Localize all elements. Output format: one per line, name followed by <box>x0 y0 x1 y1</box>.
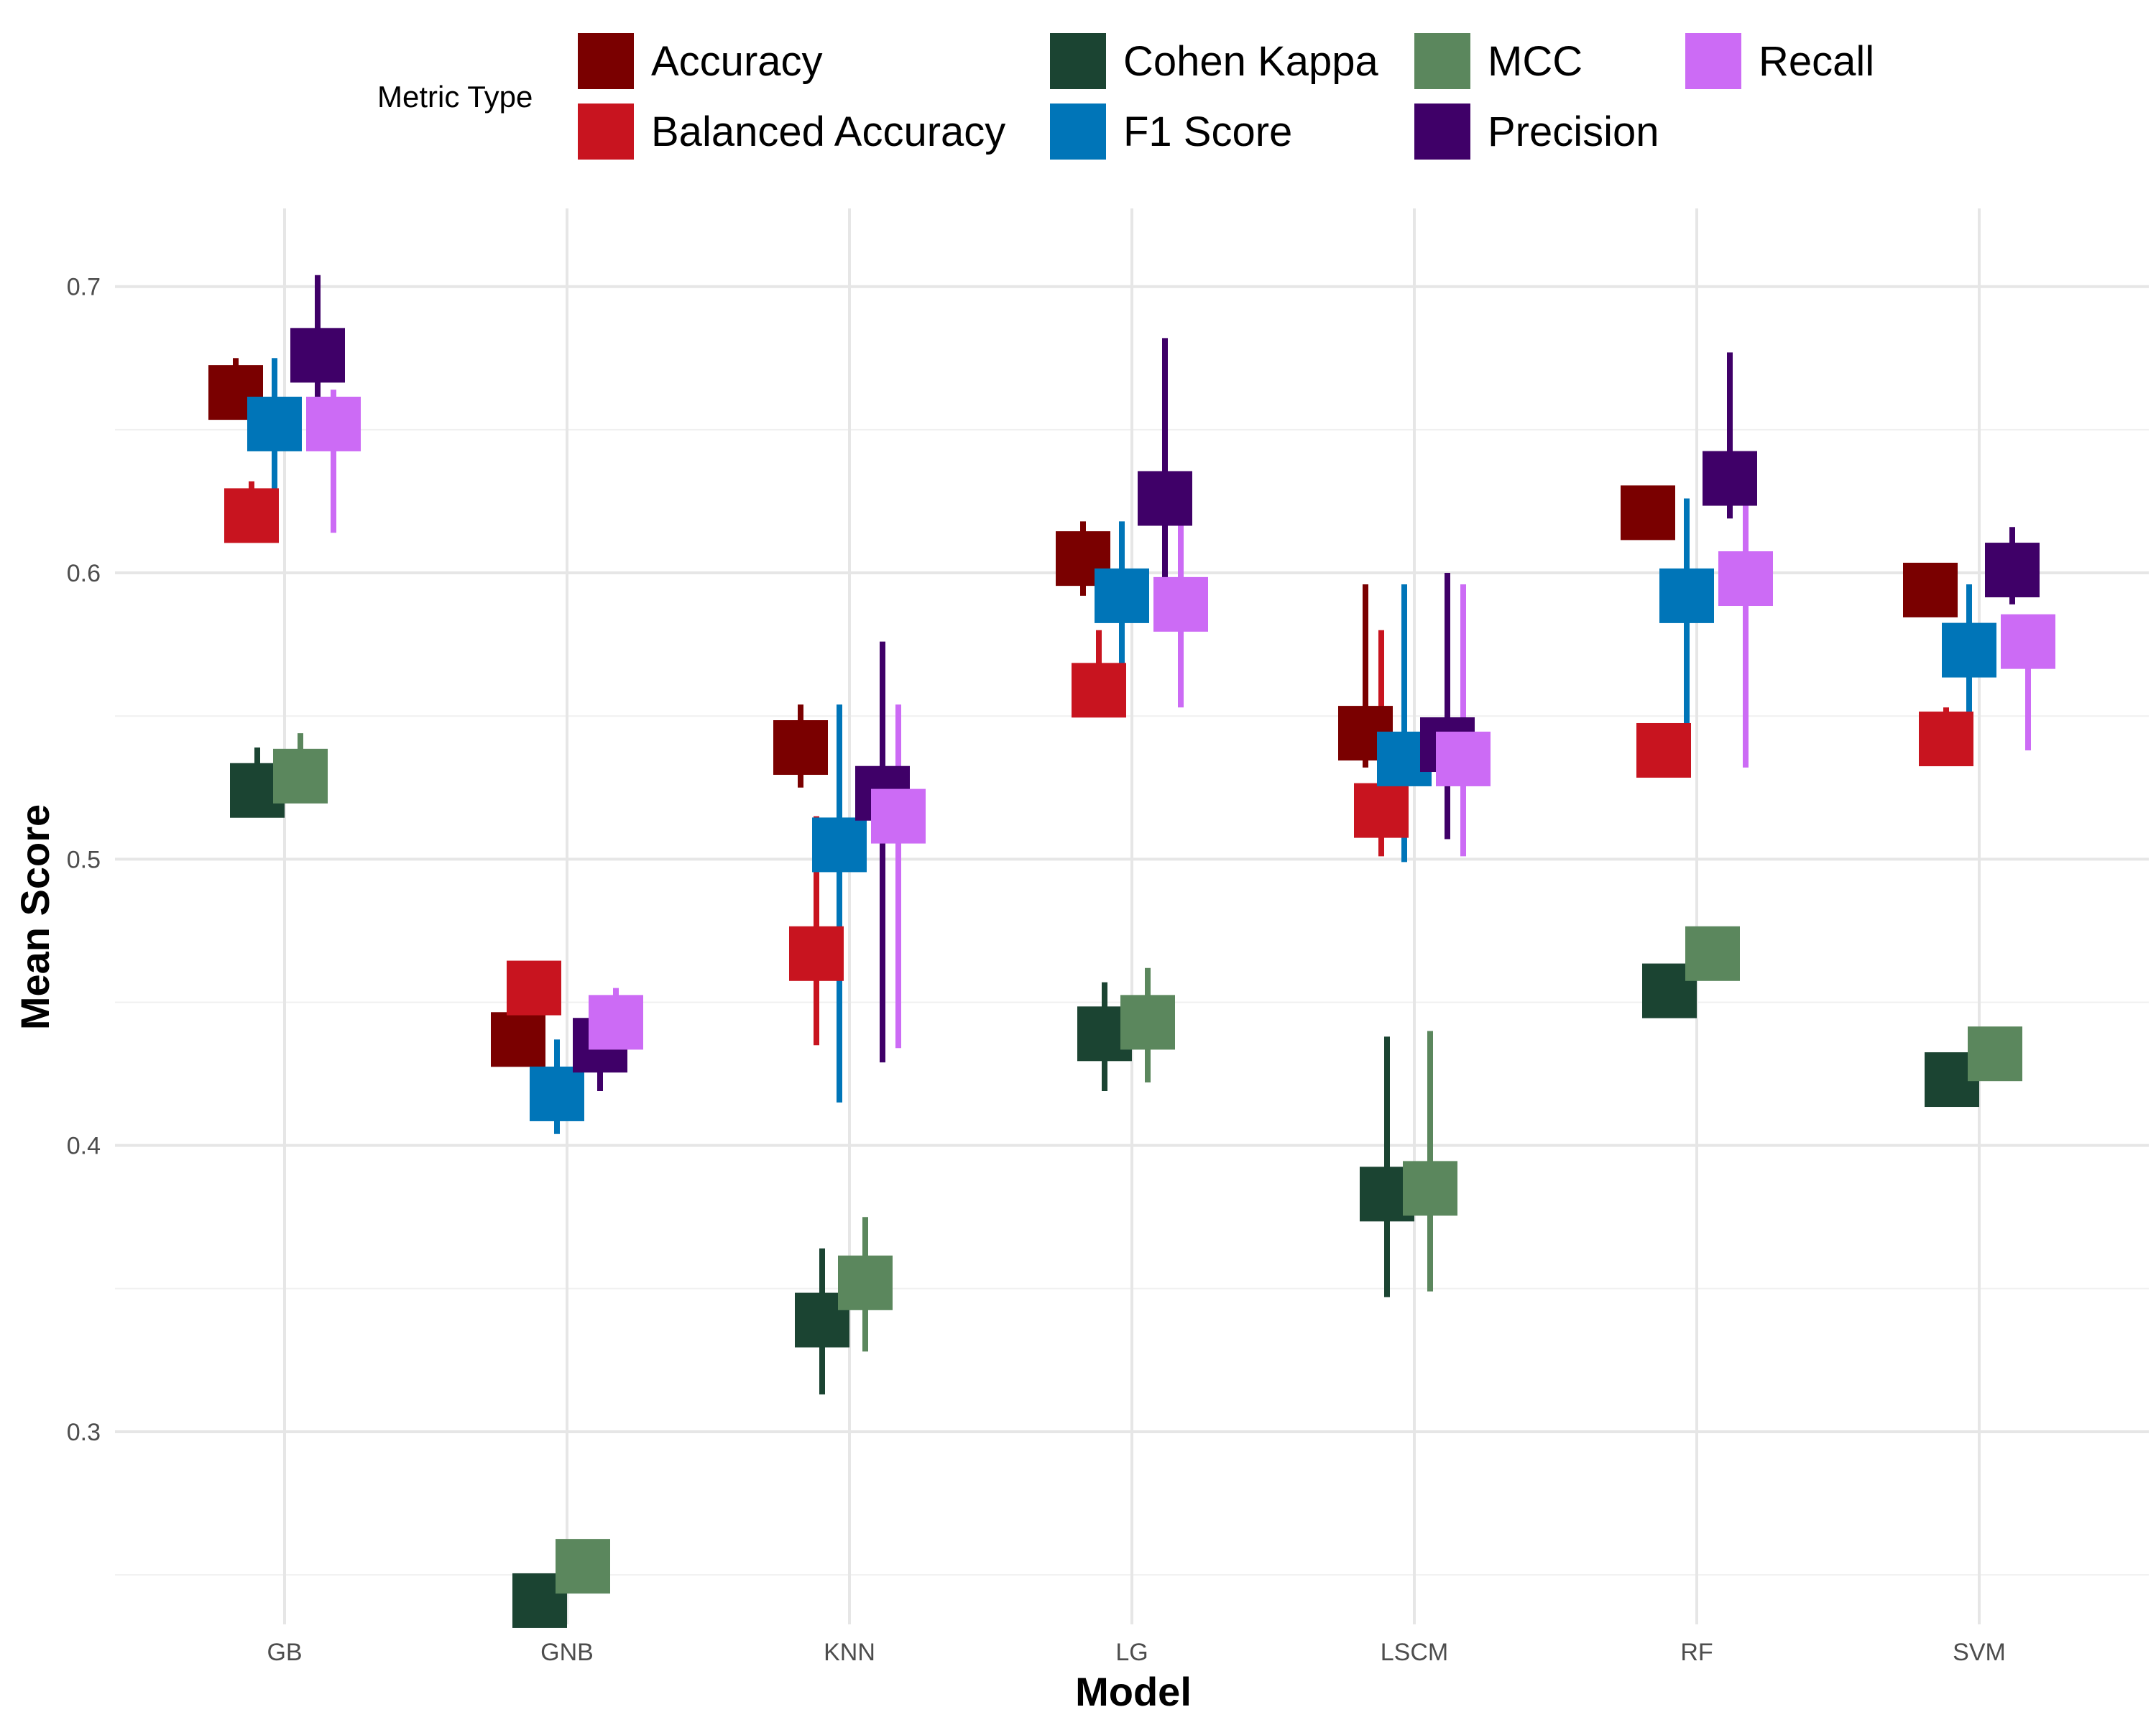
legend-swatch <box>1050 104 1106 160</box>
data-point <box>1659 568 1714 623</box>
data-point <box>838 1255 893 1310</box>
data-point <box>1718 551 1773 607</box>
y-tick-label: 0.5 <box>67 846 101 873</box>
x-tick-label: KNN <box>824 1639 875 1666</box>
data-point <box>1072 663 1126 718</box>
legend-swatch <box>1414 33 1470 89</box>
data-point <box>589 995 643 1050</box>
data-point <box>507 960 561 1016</box>
legend-label: Cohen Kappa <box>1123 38 1378 85</box>
data-point <box>247 396 302 451</box>
legend-swatch <box>578 104 634 160</box>
x-axis-ticks: GB GNB KNN LG LSCM RF SVM <box>267 1639 2005 1666</box>
x-tick-label: GB <box>267 1639 302 1666</box>
legend-label: Precision <box>1488 109 1659 155</box>
major-gridlines <box>115 208 2149 1624</box>
data-point <box>1636 722 1691 778</box>
data-point <box>273 748 328 804</box>
data-point <box>1436 731 1491 786</box>
legend-label: F1 Score <box>1123 109 1292 155</box>
data-point <box>224 488 279 543</box>
x-tick-label: LSCM <box>1381 1639 1448 1666</box>
legend-swatch <box>1050 33 1106 89</box>
legend-label: Recall <box>1759 38 1874 85</box>
data-point <box>1703 451 1757 506</box>
data-point <box>1621 485 1675 540</box>
y-axis-ticks: 0.3 0.4 0.5 0.6 0.7 <box>67 274 101 1446</box>
data-point <box>1354 783 1409 838</box>
legend-label: Balanced Accuracy <box>651 109 1005 155</box>
legend-swatch <box>578 33 634 89</box>
data-point <box>1903 562 1958 617</box>
data-point <box>1153 576 1208 632</box>
legend-title: Metric Type <box>377 80 533 114</box>
y-tick-label: 0.4 <box>67 1133 101 1160</box>
data-point <box>290 328 345 383</box>
data-point <box>2001 614 2055 669</box>
data-point <box>1120 995 1175 1050</box>
data-point <box>812 817 867 873</box>
legend: Metric Type Accuracy Balanced Accuracy Coh… <box>377 33 1874 160</box>
data-point <box>306 396 361 451</box>
legend-swatch <box>1414 104 1470 160</box>
data-point <box>1985 543 2040 598</box>
legend-label: Accuracy <box>651 38 823 85</box>
data-point <box>1685 926 1740 981</box>
legend-label: MCC <box>1488 38 1583 85</box>
y-tick-label: 0.3 <box>67 1419 101 1446</box>
legend-swatch <box>1685 33 1741 89</box>
x-tick-label: LG <box>1115 1639 1148 1666</box>
y-axis-title: Mean Score <box>12 804 57 1030</box>
data-point <box>491 1012 545 1067</box>
data-point <box>1919 712 1973 767</box>
data-point <box>1138 471 1192 526</box>
data-point <box>1968 1026 2022 1082</box>
data-point <box>871 788 926 844</box>
data-point <box>773 720 828 776</box>
y-tick-label: 0.6 <box>67 560 101 587</box>
x-tick-label: SVM <box>1953 1639 2006 1666</box>
x-axis-title: Model <box>1075 1669 1192 1714</box>
x-tick-label: RF <box>1680 1639 1713 1666</box>
data-point <box>1095 568 1149 623</box>
data-points <box>208 328 2055 1628</box>
data-point <box>556 1539 610 1594</box>
x-tick-label: GNB <box>540 1639 594 1666</box>
y-tick-label: 0.7 <box>67 274 101 301</box>
legend-items: Accuracy Balanced Accuracy Cohen Kappa F1 S… <box>578 33 1874 160</box>
data-point <box>1403 1161 1457 1216</box>
data-point <box>789 926 844 981</box>
data-point <box>1942 622 1996 678</box>
data-point <box>530 1066 584 1121</box>
